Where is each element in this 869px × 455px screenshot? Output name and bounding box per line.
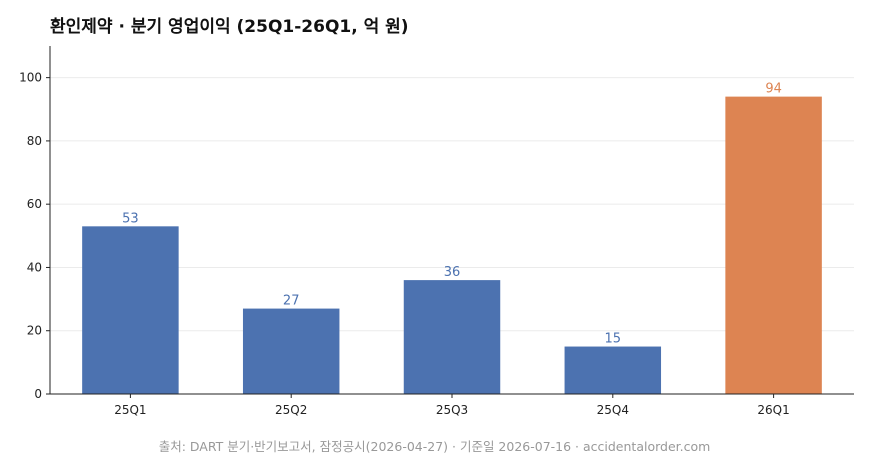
x-tick-label: 25Q4 bbox=[597, 403, 629, 417]
y-axis: 0 20 40 60 80 100 bbox=[19, 46, 51, 401]
bar-26q1 bbox=[725, 96, 822, 395]
y-tick-label: 0 bbox=[34, 387, 42, 401]
x-tick-label: 25Q3 bbox=[436, 403, 468, 417]
chart-title: 환인제약 · 분기 영업이익 (25Q1-26Q1, 억 원) bbox=[50, 17, 409, 37]
y-tick-label: 80 bbox=[27, 134, 42, 148]
bar-25q4 bbox=[564, 346, 662, 394]
bar-25q2 bbox=[242, 308, 340, 394]
y-tick-label: 20 bbox=[27, 324, 42, 338]
x-tick-label: 25Q1 bbox=[114, 403, 146, 417]
data-label: 36 bbox=[444, 265, 461, 280]
y-tick-label: 60 bbox=[27, 197, 42, 211]
source-note: 출처: DART 분기·반기보고서, 잠정공시(2026-04-27) · 기준… bbox=[158, 439, 711, 454]
x-tick-label: 25Q2 bbox=[275, 403, 307, 417]
bar-25q1 bbox=[82, 226, 179, 394]
data-label: 94 bbox=[765, 82, 782, 97]
data-label: 15 bbox=[605, 332, 622, 347]
y-tick-label: 40 bbox=[27, 260, 42, 274]
x-axis: 25Q1 25Q2 25Q3 25Q4 26Q1 bbox=[50, 393, 854, 417]
data-label: 53 bbox=[122, 211, 139, 226]
y-tick-label: 100 bbox=[19, 71, 42, 85]
bar-25q3 bbox=[403, 280, 501, 394]
data-label: 27 bbox=[283, 294, 300, 309]
bars: 53 27 36 15 94 bbox=[82, 82, 822, 395]
x-tick-label: 26Q1 bbox=[757, 403, 789, 417]
